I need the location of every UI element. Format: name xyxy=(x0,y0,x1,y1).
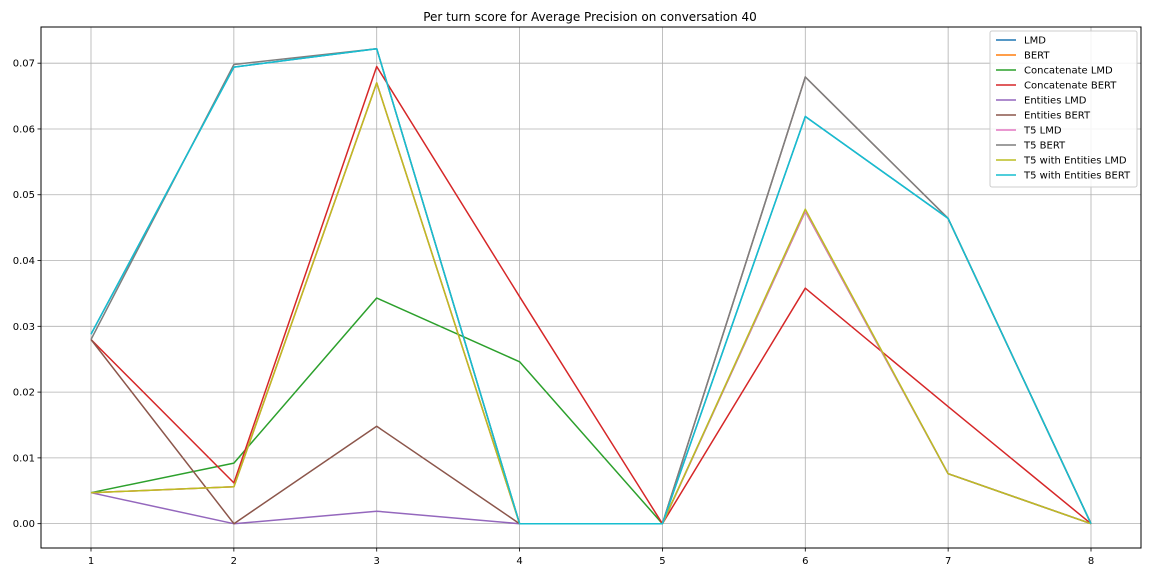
x-tick-label: 2 xyxy=(231,556,237,567)
x-tick-label: 7 xyxy=(945,556,951,567)
legend-label: T5 with Entities LMD xyxy=(1023,156,1127,167)
x-tick-label: 1 xyxy=(88,556,94,567)
y-tick-label: 0.05 xyxy=(13,190,35,201)
x-tick-label: 6 xyxy=(802,556,808,567)
y-tick-label: 0.01 xyxy=(13,453,35,464)
series-line-concatenate-bert xyxy=(90,65,1092,525)
series-line-t5-with-entities-bert xyxy=(90,47,1092,525)
legend-label: T5 BERT xyxy=(1023,141,1066,152)
y-tick-label: 0.00 xyxy=(13,519,35,530)
y-tick-label: 0.03 xyxy=(13,322,35,333)
series-line-t5-bert xyxy=(90,47,1092,525)
legend-box xyxy=(989,30,1138,188)
y-tick-label: 0.06 xyxy=(13,124,35,135)
plot-area-frame xyxy=(40,26,1142,549)
series-line-lmd xyxy=(90,47,1092,525)
legend-label: T5 LMD xyxy=(1023,126,1062,137)
legend-label: Entities LMD xyxy=(1024,96,1087,107)
legend-label: Entities BERT xyxy=(1024,111,1091,122)
legend-label: Concatenate BERT xyxy=(1024,81,1117,92)
axes: 1 2 3 4 5 6 7 8 0.00 0.01 0.02 0.03 0.04 0.05 0.06 0.07 xyxy=(13,59,1094,567)
legend-label: Concatenate LMD xyxy=(1024,66,1113,77)
legend: LMD BERT Concatenate LMD Concatenate BERT En… xyxy=(989,30,1138,188)
x-tick-label: 5 xyxy=(659,556,665,567)
x-tick-label: 4 xyxy=(516,556,522,567)
grid xyxy=(41,27,1141,548)
x-tick-label: 3 xyxy=(374,556,380,567)
series-line-entities-lmd xyxy=(90,210,1092,525)
series-lines xyxy=(90,47,1092,525)
legend-label: BERT xyxy=(1024,51,1050,62)
x-tick-label: 8 xyxy=(1088,556,1094,567)
legend-label: T5 with Entities BERT xyxy=(1023,171,1131,182)
series-line-concatenate-lmd xyxy=(90,210,1092,525)
y-tick-label: 0.02 xyxy=(13,388,35,399)
chart-title: Per turn score for Average Precision on … xyxy=(423,10,757,24)
y-tick-label: 0.07 xyxy=(13,59,35,70)
y-tick-label: 0.04 xyxy=(13,256,35,267)
legend-label: LMD xyxy=(1024,36,1046,47)
series-line-entities-bert xyxy=(90,76,1092,525)
